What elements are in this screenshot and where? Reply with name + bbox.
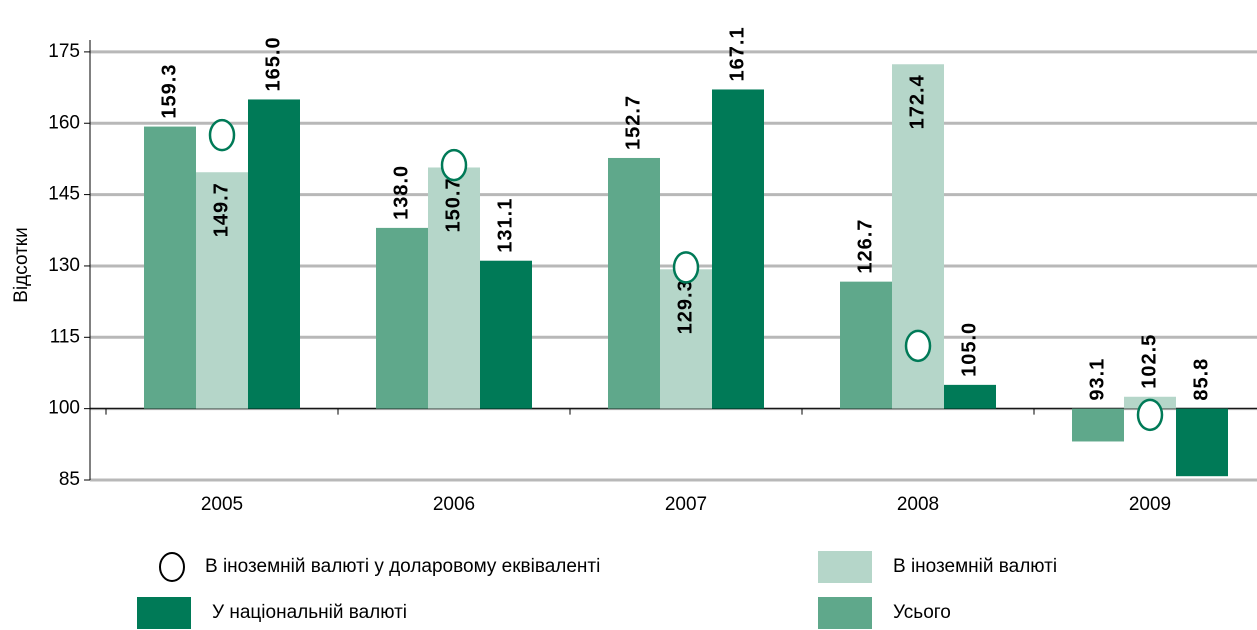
x-tick-label: 2006	[433, 494, 475, 515]
legend-swatch	[818, 597, 872, 629]
legend-label: В іноземній валюті	[893, 556, 1057, 577]
data-label: 102.5	[1138, 334, 1160, 389]
legend-label: Усього	[893, 602, 951, 623]
marker	[904, 329, 932, 363]
x-tick-label: 2008	[897, 494, 939, 515]
bar	[1072, 408, 1124, 442]
data-label: 150.7	[442, 177, 464, 232]
x-tick-label: 2009	[1129, 494, 1171, 515]
bar	[1176, 408, 1228, 477]
bar	[144, 126, 196, 409]
legend-swatch	[818, 551, 872, 583]
bar	[376, 227, 428, 409]
data-label: 85.8	[1190, 358, 1212, 401]
bar	[944, 384, 996, 409]
marker	[440, 148, 468, 182]
marker	[208, 118, 236, 152]
y-tick-label: 100	[48, 398, 80, 419]
data-label: 93.1	[1086, 358, 1108, 401]
x-tick-label: 2007	[665, 494, 707, 515]
bar	[480, 260, 532, 409]
bar	[428, 167, 480, 409]
legend-label: У національній валюті	[212, 602, 407, 623]
bar	[248, 99, 300, 409]
data-label: 131.1	[494, 198, 516, 253]
marker	[1136, 398, 1164, 432]
legend-swatch	[137, 597, 191, 629]
y-tick-label: 130	[48, 255, 80, 276]
data-label: 165.0	[262, 36, 284, 91]
y-tick-label: 85	[59, 469, 80, 490]
data-label: 129.3	[674, 279, 696, 334]
marker	[672, 251, 700, 284]
bar	[608, 157, 660, 409]
data-label: 172.4	[906, 74, 928, 129]
bar	[712, 89, 764, 409]
bar	[660, 269, 712, 409]
data-label: 138.0	[390, 165, 412, 220]
data-label: 105.0	[958, 322, 980, 377]
bar	[840, 281, 892, 409]
data-label: 167.1	[726, 26, 748, 81]
data-label: 159.3	[158, 64, 180, 119]
legend-label: В іноземній валюті у доларовому еквівале…	[205, 556, 600, 577]
data-label: 149.7	[210, 182, 232, 237]
legend-marker	[159, 552, 185, 582]
data-label: 152.7	[622, 95, 644, 150]
y-tick-label: 160	[48, 112, 80, 133]
y-tick-label: 175	[48, 41, 80, 62]
y-tick-label: 145	[48, 184, 80, 205]
y-axis-label: Відсотки	[11, 227, 32, 302]
bar	[196, 172, 248, 409]
data-label: 126.7	[854, 219, 876, 274]
x-tick-label: 2005	[201, 494, 243, 515]
y-tick-label: 115	[50, 326, 80, 347]
